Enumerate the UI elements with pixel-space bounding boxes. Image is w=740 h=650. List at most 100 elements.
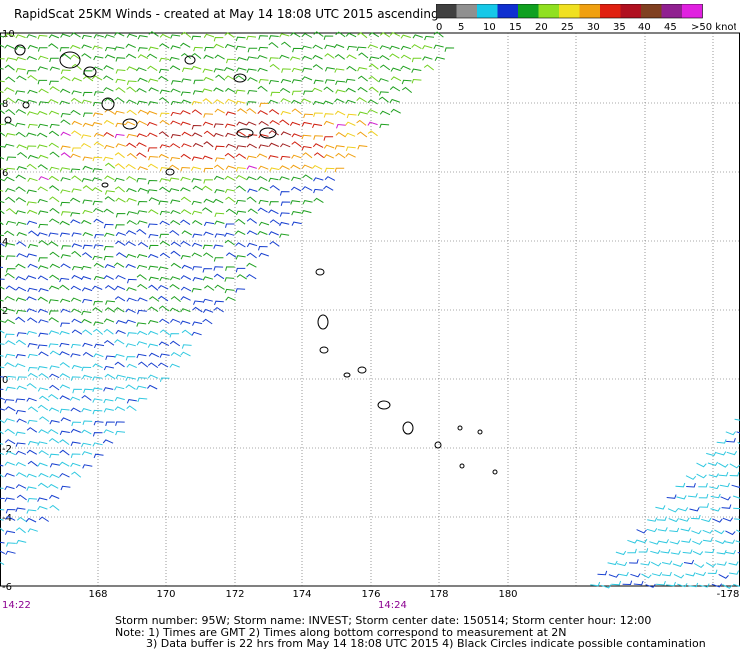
- wind-barb: [0, 178, 5, 182]
- wind-barb: [49, 504, 60, 511]
- wind-barb: [114, 46, 125, 51]
- wind-barb: [356, 119, 367, 126]
- wind-barb: [279, 212, 290, 217]
- wind-barbs: [0, 31, 740, 589]
- wind-barb: [93, 141, 104, 147]
- wind-barb: [180, 153, 191, 160]
- wind-barb: [235, 89, 246, 95]
- wind-barb: [4, 319, 15, 325]
- wind-barb: [733, 507, 740, 510]
- wind-barb: [367, 130, 378, 137]
- island: [457, 425, 463, 431]
- wind-barb: [235, 288, 246, 293]
- wind-barb: [4, 399, 15, 404]
- wind-barb: [280, 78, 292, 84]
- wind-barb: [246, 230, 258, 235]
- island: [259, 127, 277, 139]
- wind-barb: [181, 52, 192, 59]
- wind-barb: [159, 252, 171, 259]
- island: [492, 469, 498, 475]
- wind-barb: [180, 286, 192, 292]
- wind-barb: [4, 64, 15, 71]
- wind-barb: [115, 430, 126, 436]
- wind-barb: [0, 242, 5, 247]
- wind-barb: [169, 340, 181, 347]
- wind-barb: [26, 145, 37, 150]
- wind-barb: [82, 252, 93, 259]
- wind-barb: [81, 53, 92, 59]
- wind-barb: [136, 341, 148, 346]
- wind-barb: [170, 88, 181, 93]
- wind-barb: [4, 176, 15, 182]
- wind-barb: [181, 31, 192, 38]
- wind-barb: [214, 284, 225, 290]
- wind-barb: [246, 165, 257, 170]
- wind-barb: [608, 573, 620, 578]
- wind-barb: [37, 144, 48, 149]
- wind-barb: [137, 187, 149, 192]
- wind-barb: [15, 484, 27, 489]
- wind-barb: [114, 31, 125, 37]
- wind-barb: [59, 449, 70, 456]
- note-line-1: Note: 1) Times are GMT 2) Times along bo…: [115, 626, 567, 639]
- wind-barb: [191, 132, 203, 138]
- wind-barb: [114, 152, 125, 159]
- wind-barb: [15, 131, 26, 138]
- wind-barb: [70, 44, 81, 49]
- wind-barb: [37, 308, 49, 313]
- wind-barb: [224, 175, 235, 181]
- wind-barb: [734, 418, 740, 421]
- wind-barb: [346, 65, 357, 72]
- wind-barb: [622, 580, 633, 586]
- wind-barb: [433, 31, 444, 38]
- wind-barb: [225, 223, 235, 228]
- wind-barb: [48, 175, 59, 182]
- wind-barb: [136, 264, 148, 270]
- wind-barb: [170, 262, 181, 269]
- wind-barb: [389, 53, 400, 59]
- wind-barb: [17, 151, 28, 158]
- wind-barb: [658, 539, 669, 544]
- wind-barb: [736, 529, 740, 533]
- wind-barb: [82, 156, 93, 161]
- wind-barb: [279, 165, 290, 170]
- wind-barb: [81, 178, 92, 183]
- wind-barb: [368, 32, 380, 38]
- wind-barb: [81, 134, 92, 139]
- wind-barb: [60, 119, 71, 125]
- wind-barb: [191, 65, 202, 71]
- wind-barb: [213, 244, 224, 249]
- wind-barb: [15, 276, 26, 281]
- wind-barb: [692, 540, 703, 545]
- wind-barb: [136, 330, 148, 336]
- wind-barb: [0, 123, 4, 125]
- wind-barb: [170, 111, 181, 117]
- wind-barb: [71, 471, 82, 478]
- wind-barb: [48, 285, 60, 290]
- wind-barb: [126, 66, 137, 71]
- wind-barb: [323, 136, 334, 141]
- wind-barb: [203, 198, 214, 204]
- wind-barb: [27, 528, 38, 533]
- wind-barb: [126, 109, 137, 116]
- lat-tick-label: -6: [2, 582, 12, 593]
- wind-barb: [26, 70, 37, 75]
- wind-barb: [15, 197, 27, 203]
- colorbar-label: 35: [613, 22, 626, 33]
- wind-barb: [4, 362, 15, 368]
- wind-barb: [148, 352, 160, 358]
- wind-barb: [137, 166, 148, 171]
- wind-barb: [202, 244, 213, 250]
- wind-barb: [656, 580, 666, 586]
- wind-barb: [82, 122, 93, 127]
- wind-barb: [49, 384, 60, 391]
- wind-barb: [60, 417, 72, 422]
- wind-barb: [125, 263, 136, 269]
- wind-barb: [699, 503, 709, 508]
- wind-barb: [91, 177, 103, 182]
- wind-barb: [60, 322, 70, 327]
- wind-barb: [70, 376, 81, 381]
- wind-barb: [5, 255, 16, 260]
- wind-barb: [191, 109, 202, 115]
- wind-barb: [323, 185, 334, 191]
